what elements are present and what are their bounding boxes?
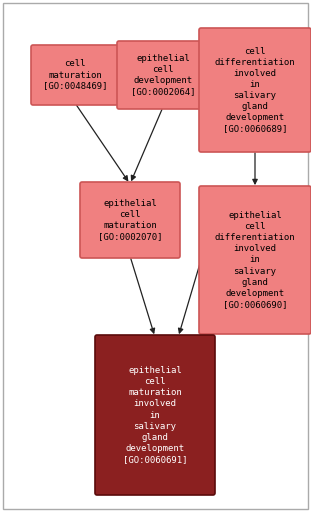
Text: epithelial
cell
maturation
[GO:0002070]: epithelial cell maturation [GO:0002070] — [98, 199, 162, 241]
FancyBboxPatch shape — [80, 182, 180, 258]
Text: epithelial
cell
development
[GO:0002064]: epithelial cell development [GO:0002064] — [131, 54, 195, 96]
FancyBboxPatch shape — [95, 335, 215, 495]
FancyBboxPatch shape — [199, 28, 311, 152]
FancyBboxPatch shape — [117, 41, 209, 109]
FancyBboxPatch shape — [199, 186, 311, 334]
Text: epithelial
cell
differentiation
involved
in
salivary
gland
development
[GO:00606: epithelial cell differentiation involved… — [215, 211, 295, 309]
Text: cell
differentiation
involved
in
salivary
gland
development
[GO:0060689]: cell differentiation involved in salivar… — [215, 47, 295, 133]
Text: cell
maturation
[GO:0048469]: cell maturation [GO:0048469] — [43, 59, 107, 91]
FancyBboxPatch shape — [31, 45, 119, 105]
Text: epithelial
cell
maturation
involved
in
salivary
gland
development
[GO:0060691]: epithelial cell maturation involved in s… — [123, 366, 187, 464]
